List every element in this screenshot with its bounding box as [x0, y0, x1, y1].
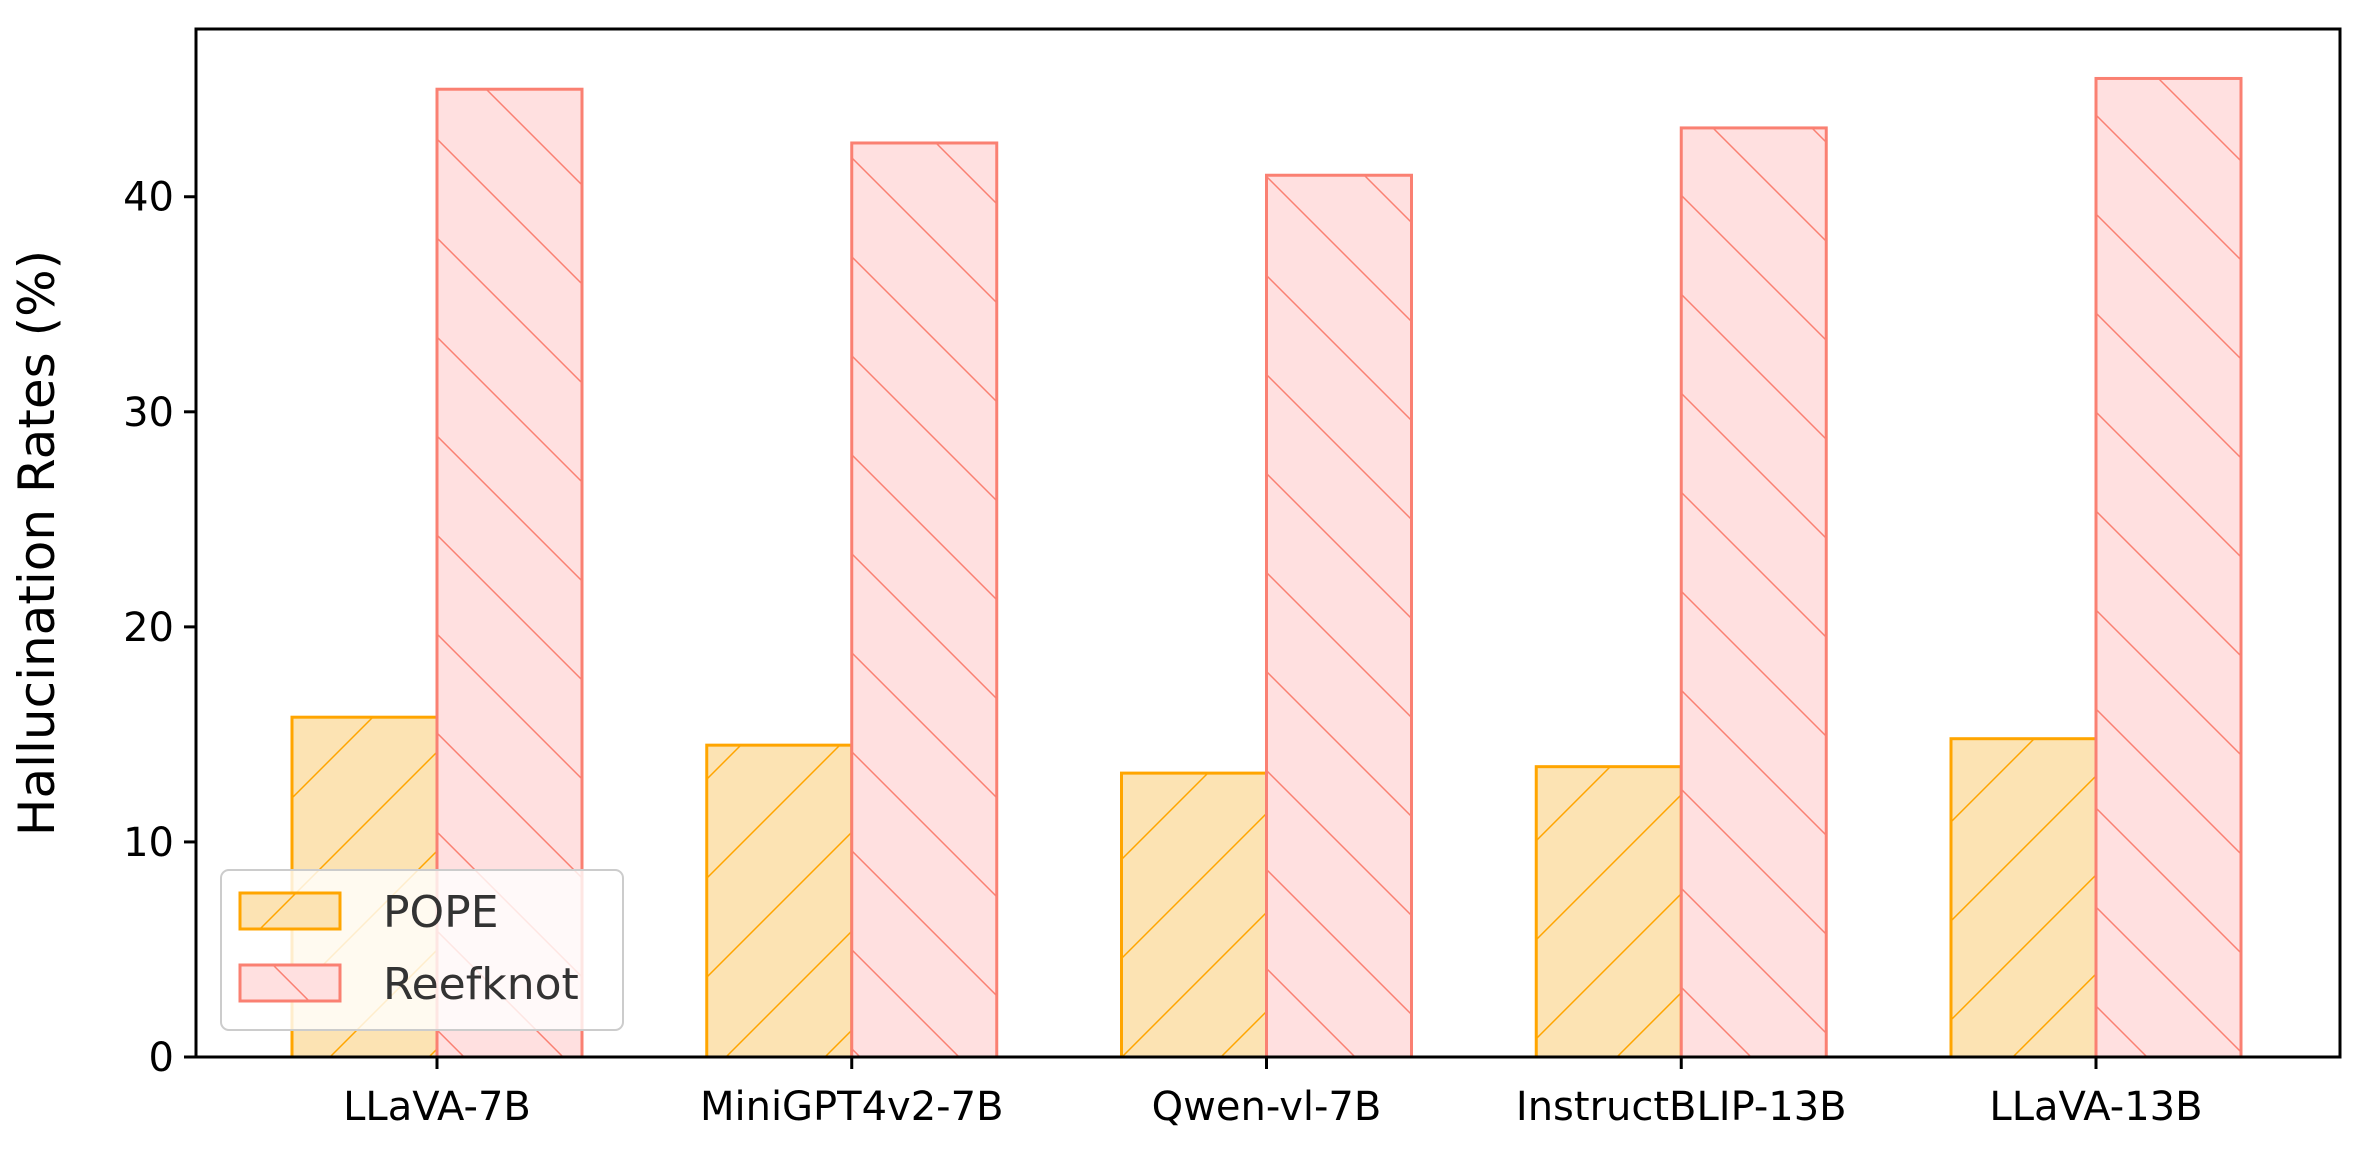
legend-item-pope: POPE — [238, 887, 499, 938]
x-tick-label: Qwen-vl-7B — [1152, 1084, 1382, 1130]
y-tick-label: 0 — [149, 1035, 174, 1081]
x-axis: LLaVA-7B MiniGPT4v2-7B Qwen-vl-7B InstructB… — [343, 1057, 2203, 1130]
y-tick-label: 30 — [123, 390, 174, 436]
bar-pope-instructblip-13b — [1534, 765, 1683, 1059]
y-tick-label: 20 — [123, 605, 174, 651]
legend-swatch-pope-hatch — [240, 893, 340, 929]
x-tick-label: InstructBLIP-13B — [1516, 1084, 1847, 1130]
legend-label-reefknot: Reefknot — [383, 959, 579, 1010]
bar-pope-llava-13b — [1949, 737, 2098, 1059]
bar-reefknot-llava-13b — [2094, 76, 2243, 1059]
bar-reefknot-instructblip-13b — [1679, 126, 1828, 1059]
bar-reefknot-minigpt4v2-7b — [850, 141, 999, 1059]
legend-item-reefknot: Reefknot — [238, 959, 579, 1010]
x-tick-label: LLaVA-7B — [343, 1084, 531, 1130]
y-axis: 0 10 20 30 40 — [123, 175, 196, 1081]
legend-swatch-reefknot-hatch — [240, 965, 340, 1001]
bar-reefknot-qwen-vl-7b — [1265, 173, 1413, 1059]
x-tick-label: LLaVA-13B — [1989, 1084, 2202, 1130]
y-axis-title: Hallucination Rates (%) — [8, 250, 66, 836]
legend: POPE Reefknot — [220, 869, 624, 1031]
y-tick-label: 10 — [123, 820, 174, 866]
y-tick-label: 40 — [123, 175, 174, 221]
x-tick-label: MiniGPT4v2-7B — [700, 1084, 1004, 1130]
bar-pope-minigpt4v2-7b — [705, 743, 854, 1059]
legend-label-pope: POPE — [383, 887, 499, 938]
bar-pope-qwen-vl-7b — [1120, 771, 1268, 1059]
